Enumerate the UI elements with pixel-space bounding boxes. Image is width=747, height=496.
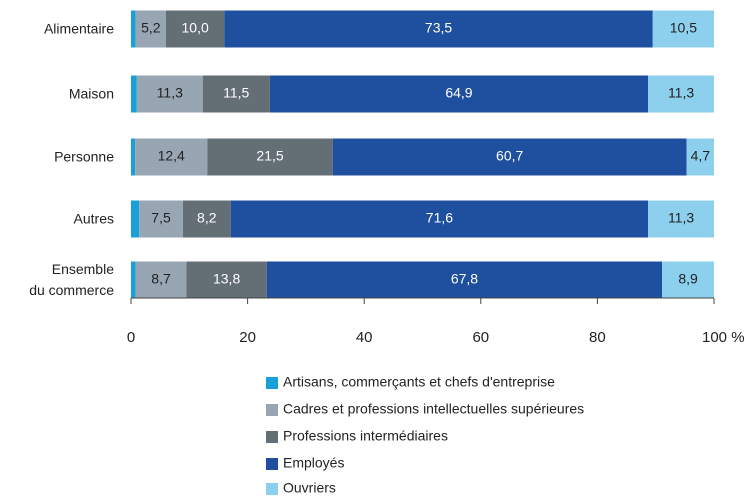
category-label: Alimentaire — [43, 20, 114, 37]
x-tick-label: 40 — [356, 329, 373, 346]
legend-label: Ouvriers — [283, 480, 336, 496]
value-label: 12,4 — [158, 148, 185, 164]
legend-swatch — [266, 431, 278, 443]
x-tick-label: 80 — [589, 329, 606, 346]
legend-swatch — [266, 404, 278, 416]
value-label: 11,3 — [668, 210, 694, 226]
legend-label: Cadres et professions intellectuelles su… — [283, 401, 584, 417]
category-label: Ensemble du commerce — [29, 261, 114, 298]
bar-segment — [662, 261, 714, 299]
x-tick-label: 0 — [127, 329, 135, 346]
bar-segment — [269, 75, 649, 113]
x-tick-label: 60 — [472, 329, 489, 346]
legend-label: Professions intermédiaires — [283, 428, 448, 444]
bar-segment — [131, 10, 136, 48]
legend-swatch — [266, 483, 278, 495]
value-label: 8,2 — [197, 210, 217, 226]
bar-segment — [686, 138, 714, 176]
legend-swatch — [266, 377, 278, 389]
bar-segment — [135, 138, 208, 176]
x-tick-label: 20 — [239, 329, 256, 346]
value-label: 10,5 — [670, 20, 697, 36]
legend-label: Artisans, commerçants et chefs d'entrepr… — [283, 374, 555, 390]
bar-segment — [131, 138, 136, 176]
bar-segment — [131, 261, 136, 299]
bar-segment — [230, 200, 649, 238]
bar-segment — [332, 138, 687, 176]
bar-segment — [648, 200, 714, 238]
bar-segment — [202, 75, 270, 113]
bar-segment — [165, 10, 225, 48]
value-label: 7,5 — [151, 210, 171, 226]
bar-segment — [207, 138, 333, 176]
bar-segment — [186, 261, 267, 299]
bar-segment — [135, 10, 166, 48]
bar-segment — [182, 200, 231, 238]
value-label: 64,9 — [445, 85, 472, 101]
bar-segment — [135, 261, 187, 299]
value-label: 8,9 — [678, 271, 698, 287]
bar-segment — [652, 10, 714, 48]
value-label: 4,7 — [691, 148, 711, 164]
value-label: 11,5 — [223, 85, 249, 101]
value-label: 71,6 — [426, 210, 453, 226]
bar-segment — [136, 75, 203, 113]
x-tick-label: 100 % — [702, 329, 745, 346]
bar-segment — [266, 261, 663, 299]
value-label: 67,8 — [451, 271, 478, 287]
category-label: Autres — [73, 210, 114, 227]
bar-segment — [648, 75, 714, 113]
legend-swatch — [266, 458, 278, 470]
bar-segment — [139, 200, 183, 238]
category-label: Personne — [54, 148, 114, 165]
bar-segment — [131, 200, 140, 238]
value-label: 5,2 — [141, 20, 161, 36]
value-label: 21,5 — [256, 148, 283, 164]
bar-segment — [131, 75, 137, 113]
legend-label: Employés — [283, 455, 344, 471]
value-label: 11,3 — [668, 85, 694, 101]
value-label: 73,5 — [425, 20, 452, 36]
value-label: 60,7 — [496, 148, 523, 164]
bar-segment — [224, 10, 653, 48]
category-label: Maison — [68, 85, 114, 102]
value-label: 8,7 — [151, 271, 171, 287]
value-label: 11,3 — [157, 85, 183, 101]
value-label: 13,8 — [213, 271, 240, 287]
value-label: 10,0 — [182, 20, 209, 36]
